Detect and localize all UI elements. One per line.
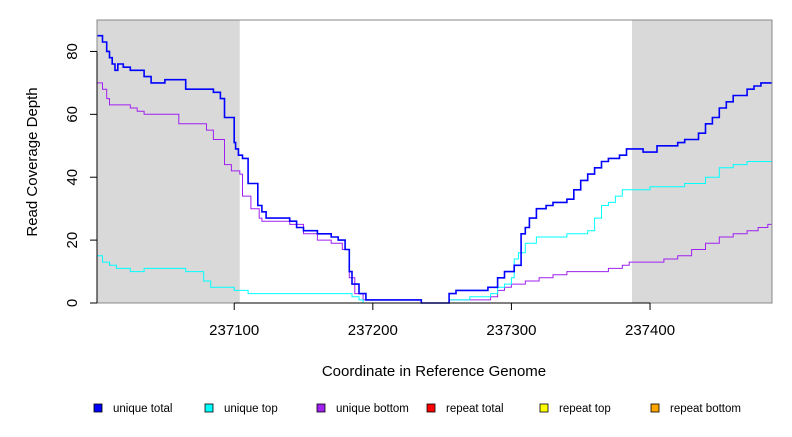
legend-swatch bbox=[539, 403, 549, 413]
legend-label: unique total bbox=[113, 403, 172, 415]
x-tick-label: 237300 bbox=[486, 322, 536, 339]
y-axis: 0 20 40 60 80 bbox=[64, 43, 98, 307]
legend-label: unique top bbox=[224, 403, 278, 415]
x-tick-label: 237200 bbox=[348, 322, 398, 339]
legend-swatch bbox=[93, 403, 103, 413]
y-axis-label: Read Coverage Depth bbox=[24, 87, 41, 236]
x-axis: 237100 237200 237300 237400 bbox=[209, 302, 675, 339]
y-tick-label: 20 bbox=[64, 232, 81, 249]
legend-label: repeat total bbox=[446, 403, 504, 415]
legend: unique total unique top unique bottom repea… bbox=[93, 403, 741, 415]
shaded-region bbox=[97, 20, 240, 303]
x-tick-label: 237100 bbox=[209, 322, 259, 339]
series-line-unique-top bbox=[97, 161, 772, 304]
legend-swatch bbox=[204, 403, 214, 413]
shaded-regions bbox=[97, 20, 772, 303]
y-tick-label: 40 bbox=[64, 169, 81, 186]
x-tick-label: 237400 bbox=[625, 322, 675, 339]
series-line-unique-total bbox=[97, 34, 772, 304]
legend-swatch bbox=[316, 403, 326, 413]
y-tick-label: 60 bbox=[64, 106, 81, 123]
legend-label: repeat top bbox=[559, 403, 611, 415]
legend-label: unique bottom bbox=[336, 403, 409, 415]
y-tick-label: 0 bbox=[64, 299, 81, 307]
legend-swatch bbox=[650, 403, 660, 413]
legend-swatch bbox=[426, 403, 436, 413]
y-tick-label: 80 bbox=[64, 43, 81, 60]
legend-label: repeat bottom bbox=[670, 403, 741, 415]
x-axis-label: Coordinate in Reference Genome bbox=[322, 363, 546, 380]
